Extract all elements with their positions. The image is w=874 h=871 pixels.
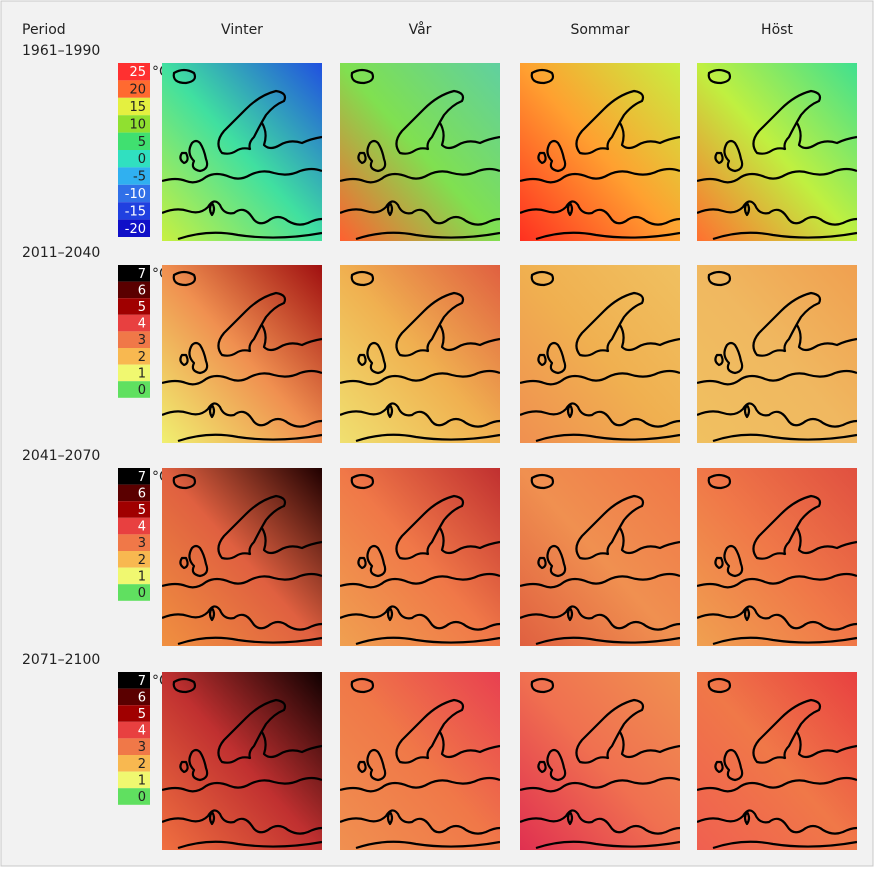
legend-label: 0	[138, 586, 146, 601]
legend-label: 3	[138, 536, 146, 551]
period-label: 2041–2070	[22, 448, 100, 464]
legend-swatch	[118, 80, 150, 98]
legend-swatch	[118, 788, 150, 805]
legend-label: 2	[138, 350, 146, 365]
legend-swatch	[118, 132, 150, 150]
legend-swatch	[118, 150, 150, 168]
legend-swatch	[118, 771, 150, 789]
legend-label: 2	[138, 553, 146, 568]
legend-label: 4	[138, 520, 146, 535]
legend-label: 5	[138, 503, 146, 518]
legend-label: 1	[138, 366, 146, 381]
legend-swatch	[118, 501, 150, 518]
legend-label: 20	[129, 83, 146, 98]
legend-swatch	[118, 314, 150, 332]
legend-label: 15	[129, 100, 146, 115]
legend-swatch	[118, 567, 150, 585]
legend-swatch	[118, 298, 150, 315]
legend-swatch	[118, 63, 150, 81]
legend-swatch	[118, 97, 150, 116]
legend-label: 7	[138, 470, 146, 485]
legend-label: 5	[138, 300, 146, 315]
legend-swatch	[118, 721, 150, 739]
legend-swatch	[118, 364, 150, 382]
season-header: Sommar	[570, 22, 629, 38]
legend-label: 6	[138, 690, 146, 705]
legend-swatch	[118, 484, 150, 502]
period-label: 2071–2100	[22, 652, 100, 668]
legend-label: 5	[138, 135, 146, 150]
legend-label: 4	[138, 724, 146, 739]
season-header: Vår	[409, 21, 432, 38]
legend-label: 3	[138, 740, 146, 755]
legend-swatch	[118, 517, 150, 535]
legend-swatch	[118, 755, 150, 772]
legend-label: 0	[138, 790, 146, 805]
legend-swatch	[118, 281, 150, 299]
period-label: 1961–1990	[22, 43, 100, 59]
legend-label: 7	[138, 267, 146, 282]
legend-label: 10	[129, 117, 146, 132]
legend-swatch	[118, 115, 150, 133]
legend-swatch	[118, 348, 150, 365]
season-header: Höst	[761, 22, 793, 38]
legend-swatch	[118, 219, 150, 237]
legend-swatch	[118, 468, 150, 485]
legend-swatch	[118, 331, 150, 348]
legend-label: 1	[138, 569, 146, 584]
legend-label: 7	[138, 674, 146, 689]
legend-label: 2	[138, 757, 146, 772]
legend-swatch	[118, 738, 150, 755]
legend-swatch	[118, 551, 150, 568]
period-label: 2011–2040	[22, 245, 100, 261]
legend-swatch	[118, 167, 150, 185]
legend-swatch	[118, 202, 150, 220]
legend-label: 0	[138, 152, 146, 167]
legend-label: -20	[125, 222, 146, 237]
legend-swatch	[118, 705, 150, 722]
legend-swatch	[118, 265, 150, 282]
legend-label: 6	[138, 486, 146, 501]
legend-swatch	[118, 688, 150, 706]
legend-label: 5	[138, 707, 146, 722]
legend-label: 4	[138, 317, 146, 332]
legend-swatch	[118, 672, 150, 689]
legend-swatch	[118, 584, 150, 601]
legend-label: 3	[138, 333, 146, 348]
legend-label: 25	[129, 65, 146, 80]
legend-label: -15	[125, 204, 146, 219]
legend-label: 6	[138, 283, 146, 298]
legend-label: -5	[133, 170, 146, 185]
legend-swatch	[118, 534, 150, 551]
legend-label: 0	[138, 383, 146, 398]
legend-label: -10	[125, 187, 146, 202]
legend-swatch	[118, 184, 150, 203]
legend-label: 1	[138, 773, 146, 788]
period-header: Period	[22, 22, 66, 38]
season-header: Vinter	[221, 22, 263, 38]
legend-swatch	[118, 381, 150, 398]
